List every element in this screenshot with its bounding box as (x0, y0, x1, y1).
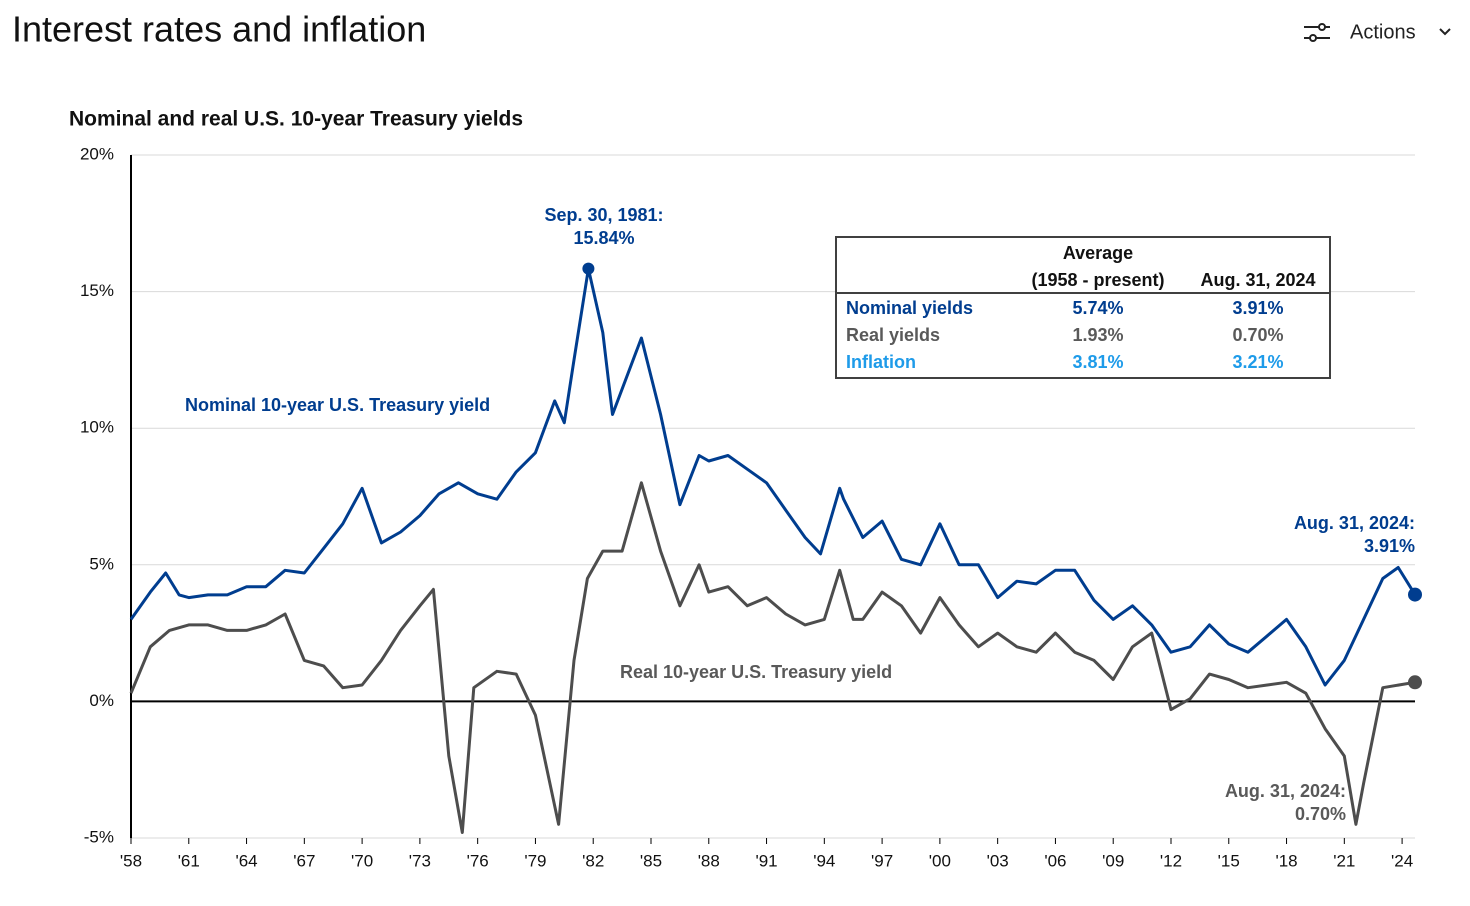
x-tick-label: '09 (1102, 851, 1124, 870)
x-tick-label: '76 (467, 851, 489, 870)
table-cell: Real yields (846, 325, 940, 345)
x-tick-label: '61 (178, 851, 200, 870)
series-line (129, 267, 1417, 687)
x-tick-label: '18 (1275, 851, 1297, 870)
table-cell: 5.74% (1072, 298, 1123, 318)
y-tick-label: 20% (80, 144, 114, 163)
x-tick-label: '94 (813, 851, 835, 870)
x-tick-label: '03 (987, 851, 1009, 870)
chart-title: Nominal and real U.S. 10-year Treasury y… (69, 108, 523, 131)
series-label: Real 10-year U.S. Treasury yield (620, 662, 892, 682)
annotation: Aug. 31, 2024: (1294, 513, 1415, 533)
x-tick-label: '24 (1391, 851, 1413, 870)
table-header: (1958 - present) (1031, 270, 1164, 290)
x-tick-label: '12 (1160, 851, 1182, 870)
annotation: 3.91% (1364, 536, 1415, 556)
table-cell: 3.81% (1072, 352, 1123, 372)
annotation: Sep. 30, 1981: (544, 205, 663, 225)
y-tick-label: 0% (89, 691, 114, 710)
x-tick-label: '21 (1333, 851, 1355, 870)
annotation: 15.84% (573, 228, 634, 248)
table-header: Aug. 31, 2024 (1200, 270, 1315, 290)
x-tick-label: '88 (698, 851, 720, 870)
x-tick-label: '15 (1218, 851, 1240, 870)
x-tick-label: '64 (235, 851, 257, 870)
x-tick-label: '97 (871, 851, 893, 870)
table-box (835, 236, 1331, 379)
table-cell: 0.70% (1232, 325, 1283, 345)
page-title: Interest rates and inflation (12, 9, 426, 50)
actions-label: Actions (1350, 21, 1416, 43)
x-tick-label: '58 (120, 851, 142, 870)
table-cell: 3.21% (1232, 352, 1283, 372)
x-tick-label: '85 (640, 851, 662, 870)
series-line (129, 481, 1416, 834)
x-tick-label: '82 (582, 851, 604, 870)
chevron (1439, 28, 1451, 36)
y-tick-label: 5% (89, 554, 114, 573)
series-label: Nominal 10-year U.S. Treasury yield (185, 395, 490, 415)
y-tick-label: 10% (80, 418, 114, 437)
table-cell: Nominal yields (846, 298, 973, 318)
x-tick-label: '00 (929, 851, 951, 870)
y-tick-label: 15% (80, 281, 114, 300)
end-marker (1408, 675, 1422, 690)
peak-marker (582, 262, 595, 275)
x-tick-label: '06 (1044, 851, 1066, 870)
table-cell: 3.91% (1232, 298, 1283, 318)
end-marker (1408, 587, 1422, 602)
actions-button[interactable]: Actions (1304, 21, 1451, 43)
annotation: Aug. 31, 2024: (1225, 781, 1346, 801)
x-tick-label: '91 (755, 851, 777, 870)
table-cell: Inflation (846, 352, 916, 372)
annotation: 0.70% (1295, 804, 1346, 824)
x-tick-label: '67 (293, 851, 315, 870)
y-tick-label: -5% (84, 827, 114, 846)
x-tick-label: '73 (409, 851, 431, 870)
x-tick-label: '70 (351, 851, 373, 870)
table-header: Average (1063, 243, 1133, 263)
actions-icon (1304, 23, 1330, 42)
table-cell: 1.93% (1072, 325, 1123, 345)
x-tick-label: '79 (524, 851, 546, 870)
